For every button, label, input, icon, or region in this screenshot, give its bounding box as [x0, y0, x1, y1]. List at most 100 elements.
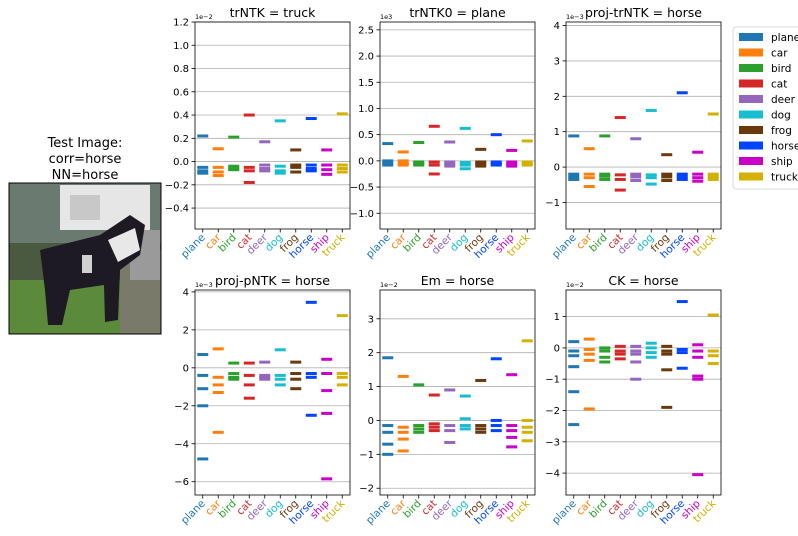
data-mark-dog: [459, 394, 471, 398]
data-mark-deer: [444, 429, 456, 433]
y-tick-label: 2: [554, 92, 560, 103]
data-mark-car: [212, 391, 224, 394]
data-mark-deer: [630, 344, 642, 348]
data-mark-frog: [290, 387, 302, 391]
data-mark-deer: [630, 179, 642, 183]
data-mark-ship: [692, 349, 704, 353]
data-mark-ship: [506, 162, 518, 166]
y-tick-label: 1.0: [358, 104, 374, 115]
chart-panel-1: −0.4 −0.2 0.0 0.2 0.4 0.6 0.8 1.0 1.2 1e−2 trNTK =…: [165, 5, 351, 261]
data-mark-car: [212, 430, 224, 434]
data-mark-ship: [321, 172, 333, 176]
y-tick-label: 1.5: [358, 78, 374, 89]
data-mark-frog: [661, 352, 673, 356]
y-tick-label: 1: [368, 382, 374, 393]
data-mark-dog: [274, 171, 286, 175]
x-tick-label-plane: plane: [364, 498, 393, 527]
data-mark-ship: [506, 160, 518, 164]
data-mark-ship: [506, 435, 518, 439]
test-image-title-line-3: NN=horse: [52, 168, 119, 183]
data-mark-deer: [630, 349, 642, 353]
data-mark-car: [212, 347, 224, 351]
data-mark-plane: [382, 142, 394, 146]
data-mark-cat: [428, 429, 440, 433]
data-mark-frog: [290, 360, 302, 364]
data-mark-plane: [382, 442, 394, 446]
data-mark-ship: [321, 163, 333, 167]
data-mark-horse: [676, 347, 688, 351]
legend-label-car: car: [771, 48, 788, 60]
y-tick-label: 2.0: [358, 52, 374, 63]
y-tick-label: 4: [183, 287, 189, 298]
legend-label-bird: bird: [771, 63, 791, 75]
data-mark-ship: [321, 389, 333, 393]
data-mark-plane: [382, 159, 394, 163]
data-mark-plane: [382, 356, 394, 360]
data-mark-plane: [568, 365, 580, 369]
data-mark-frog: [661, 349, 673, 353]
y-tick-label: 0.4: [173, 111, 189, 122]
data-mark-truck: [707, 175, 719, 179]
data-mark-dog: [459, 163, 471, 167]
data-mark-frog: [661, 153, 673, 157]
data-mark-bird: [228, 375, 240, 379]
data-mark-ship: [692, 176, 704, 180]
data-mark-deer: [630, 175, 642, 179]
data-mark-bird: [228, 164, 240, 168]
data-mark-truck: [336, 375, 348, 379]
chart-panels: −0.4 −0.2 0.0 0.2 0.4 0.6 0.8 1.0 1.2 1e−2 trNTK =…: [165, 5, 722, 527]
y-tick-label: 2: [368, 348, 374, 359]
data-mark-car: [212, 174, 224, 178]
data-mark-dog: [459, 424, 471, 428]
panel-title: proj-pNTK = horse: [215, 273, 330, 288]
data-mark-deer: [259, 377, 271, 381]
data-mark-cat: [243, 361, 255, 365]
data-mark-bird: [413, 430, 425, 434]
data-mark-bird: [228, 361, 240, 365]
data-mark-car: [397, 374, 409, 378]
data-mark-truck: [521, 425, 533, 429]
data-mark-plane: [568, 423, 580, 427]
x-tick-label-plane: plane: [364, 232, 393, 261]
data-mark-frog: [475, 424, 487, 428]
data-mark-bird: [228, 135, 240, 139]
data-mark-frog: [661, 368, 673, 372]
axes-frame: [194, 21, 351, 230]
y-tick-label: 0.0: [173, 157, 189, 168]
data-mark-cat: [243, 373, 255, 377]
data-mark-bird: [413, 163, 425, 167]
test-image-title-line-1: Test Image:: [47, 136, 123, 151]
data-mark-plane: [568, 172, 580, 176]
data-mark-truck: [336, 372, 348, 376]
data-mark-ship: [692, 473, 704, 477]
data-mark-dog: [645, 108, 657, 112]
legend: plane car bird cat deer dog frog horse ship truck: [732, 26, 798, 190]
data-mark-dog: [645, 351, 657, 355]
data-mark-plane: [568, 354, 580, 358]
data-mark-ship: [692, 150, 704, 154]
y-tick-label: −4: [545, 469, 560, 480]
data-mark-car: [583, 172, 595, 176]
data-mark-frog: [661, 344, 673, 348]
data-mark-ship: [506, 424, 518, 428]
y-tick-label: 0.0: [358, 156, 374, 167]
data-mark-cat: [428, 393, 440, 397]
data-mark-truck: [336, 167, 348, 171]
data-mark-plane: [382, 430, 394, 434]
data-mark-truck: [521, 139, 533, 143]
data-mark-cat: [428, 172, 440, 176]
data-mark-dog: [274, 373, 286, 377]
data-mark-cat: [614, 349, 626, 353]
y-tick-label: −1.0: [350, 209, 374, 220]
data-mark-ship: [321, 477, 333, 481]
data-mark-deer: [630, 172, 642, 176]
data-mark-car: [212, 383, 224, 387]
data-mark-deer: [444, 388, 456, 392]
data-mark-cat: [428, 422, 440, 426]
data-mark-plane: [568, 134, 580, 138]
cifar-horse-photo-icon: [8, 182, 162, 335]
y-tick-label: −0.4: [165, 204, 189, 215]
data-mark-car: [397, 161, 409, 165]
data-mark-ship: [692, 179, 704, 183]
